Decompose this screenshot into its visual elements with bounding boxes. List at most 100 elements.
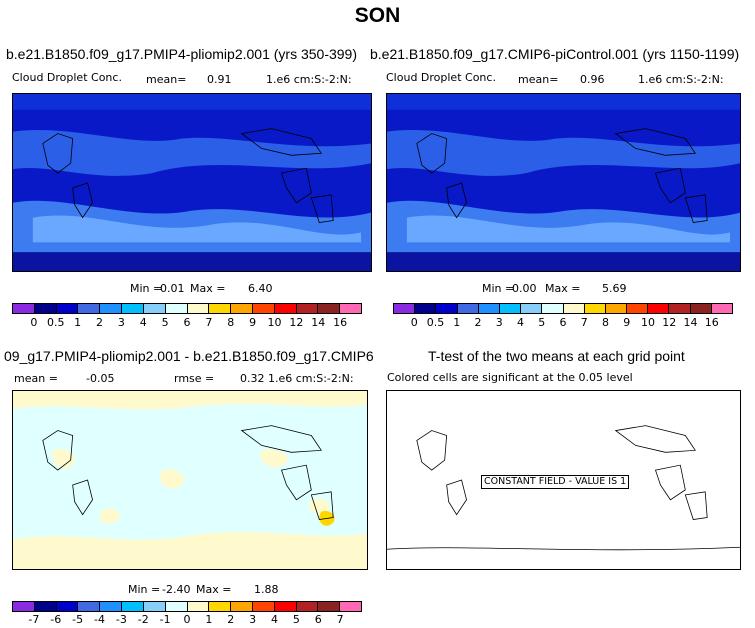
panel1-title: b.e21.B1850.f09_g17.PMIP4-pliomip2.001 (… (6, 46, 357, 62)
colorbar-cell (34, 602, 57, 611)
panel2-mean-value: 0.96 (580, 73, 605, 86)
colorbar-cell (542, 304, 564, 313)
colorbar-tick-label: 3 (495, 316, 503, 329)
colorbar-tick-label: 8 (602, 316, 609, 329)
colorbar-tick-label: 9 (249, 316, 257, 329)
colorbar-cell (13, 304, 35, 313)
panel3-colorbar (12, 601, 362, 612)
panel3-min-value: -2.40 (162, 583, 191, 596)
colorbar-cell (165, 602, 188, 611)
panel3-map (12, 390, 368, 570)
colorbar-cell (605, 304, 628, 313)
colorbar-cell (34, 304, 57, 313)
colorbar-tick-label: 5 (161, 316, 169, 329)
colorbar-cell (209, 304, 232, 313)
constant-field-label: CONSTANT FIELD - VALUE IS 1 (481, 475, 630, 489)
panel2-max-value: 5.69 (602, 282, 627, 295)
panel1-mean-label: mean= (146, 73, 187, 86)
colorbar-tick-label: 0 (30, 316, 38, 329)
colorbar-cell (394, 304, 416, 313)
colorbar-tick-label: 10 (641, 316, 655, 329)
panel1-max-label: Max = (190, 282, 226, 295)
panel1-map (12, 93, 372, 272)
colorbar-cell (78, 602, 101, 611)
colorbar-tick-label: 9 (623, 316, 631, 329)
colorbar-tick-label: 8 (227, 316, 235, 329)
panel2-colorbar (393, 303, 733, 314)
colorbar-cell (187, 602, 210, 611)
colorbar-tick-label: 4 (271, 613, 278, 626)
panel3-max-value: 1.88 (254, 583, 279, 596)
colorbar-cell (415, 304, 437, 313)
colorbar-tick-label: 14 (311, 316, 326, 329)
colorbar-cell (340, 602, 361, 611)
panel1-min-value: 0.01 (160, 282, 185, 295)
colorbar-cell (340, 304, 361, 313)
colorbar-cell (274, 602, 297, 611)
panel3-mean-value: -0.05 (86, 372, 115, 385)
colorbar-cell (669, 304, 691, 313)
panel1-mean-value: 0.91 (207, 73, 232, 86)
colorbar-tick-label: 1 (205, 613, 213, 626)
colorbar-cell (13, 602, 35, 611)
colorbar-tick-label: 6 (559, 316, 567, 329)
colorbar-cell (56, 602, 79, 611)
colorbar-tick-label: 1 (453, 316, 461, 329)
colorbar-tick-label: -1 (159, 613, 171, 626)
colorbar-tick-label: 7 (580, 316, 588, 329)
colorbar-tick-label: 14 (683, 316, 698, 329)
colorbar-tick-label: 10 (267, 316, 282, 329)
colorbar-tick-label: -3 (115, 613, 127, 626)
colorbar-cell (457, 304, 479, 313)
colorbar-cell (690, 304, 712, 313)
colorbar-cell (318, 304, 341, 313)
colorbar-tick-label: 7 (336, 613, 344, 626)
colorbar-cell (648, 304, 670, 313)
colorbar-tick-label: -6 (50, 613, 62, 626)
colorbar-cell (274, 304, 297, 313)
colorbar-tick-label: 2 (474, 316, 482, 329)
colorbar-cell (143, 602, 166, 611)
colorbar-cell (100, 602, 123, 611)
panel3-colorbar-labels: -7 -6 -5 -4 -3 -2 -1 0 1 2 3 4 5 6 7 (12, 613, 362, 627)
panel2-max-label: Max = (545, 282, 581, 295)
panel3-title: 09_g17.PMIP4-pliomip2.001 - b.e21.B1850.… (4, 348, 374, 364)
panel1-variable: Cloud Droplet Conc. (12, 71, 122, 84)
panel1-units: 1.e6 cm:S:-2:N: (266, 73, 352, 86)
panel1-colorbar (12, 303, 362, 314)
colorbar-tick-label: 5 (292, 613, 300, 626)
colorbar-cell (499, 304, 522, 313)
colorbar-tick-label: 0.5 (47, 316, 65, 329)
colorbar-tick-label: -5 (72, 613, 84, 626)
panel2-min-value: 0.00 (512, 282, 537, 295)
colorbar-tick-label: 2 (227, 613, 235, 626)
colorbar-tick-label: 7 (205, 316, 213, 329)
colorbar-cell (78, 304, 101, 313)
panel1-min-label: Min = (130, 282, 163, 295)
colorbar-tick-label: 3 (117, 316, 125, 329)
panel3-max-label: Max = (196, 583, 232, 596)
colorbar-cell (143, 304, 166, 313)
colorbar-cell (231, 304, 253, 313)
colorbar-cell (296, 602, 319, 611)
colorbar-cell (231, 602, 253, 611)
colorbar-tick-label: 16 (333, 316, 348, 329)
colorbar-tick-label: 3 (249, 613, 257, 626)
panel3-min-label: Min = (128, 583, 161, 596)
colorbar-tick-label: 6 (183, 316, 191, 329)
panel3-rmse-value: 0.32 (240, 372, 265, 385)
colorbar-tick-label: 4 (139, 316, 147, 329)
colorbar-tick-label: 4 (517, 316, 524, 329)
colorbar-cell (209, 602, 232, 611)
panel2-mean-label: mean= (518, 73, 559, 86)
colorbar-tick-label: 6 (314, 613, 322, 626)
panel4-title: T-test of the two means at each grid poi… (428, 348, 685, 364)
colorbar-cell (252, 602, 275, 611)
panel3-rmse-label: rmse = (174, 372, 215, 385)
panel2-variable: Cloud Droplet Conc. (386, 71, 496, 84)
panel1-colorbar-labels: 0 0.5 1 2 3 4 5 6 7 8 9 10 12 14 16 (12, 316, 362, 330)
panel3-mean-label: mean = (14, 372, 58, 385)
panel2-min-label: Min = (482, 282, 515, 295)
colorbar-cell (187, 304, 210, 313)
colorbar-cell (627, 304, 649, 313)
